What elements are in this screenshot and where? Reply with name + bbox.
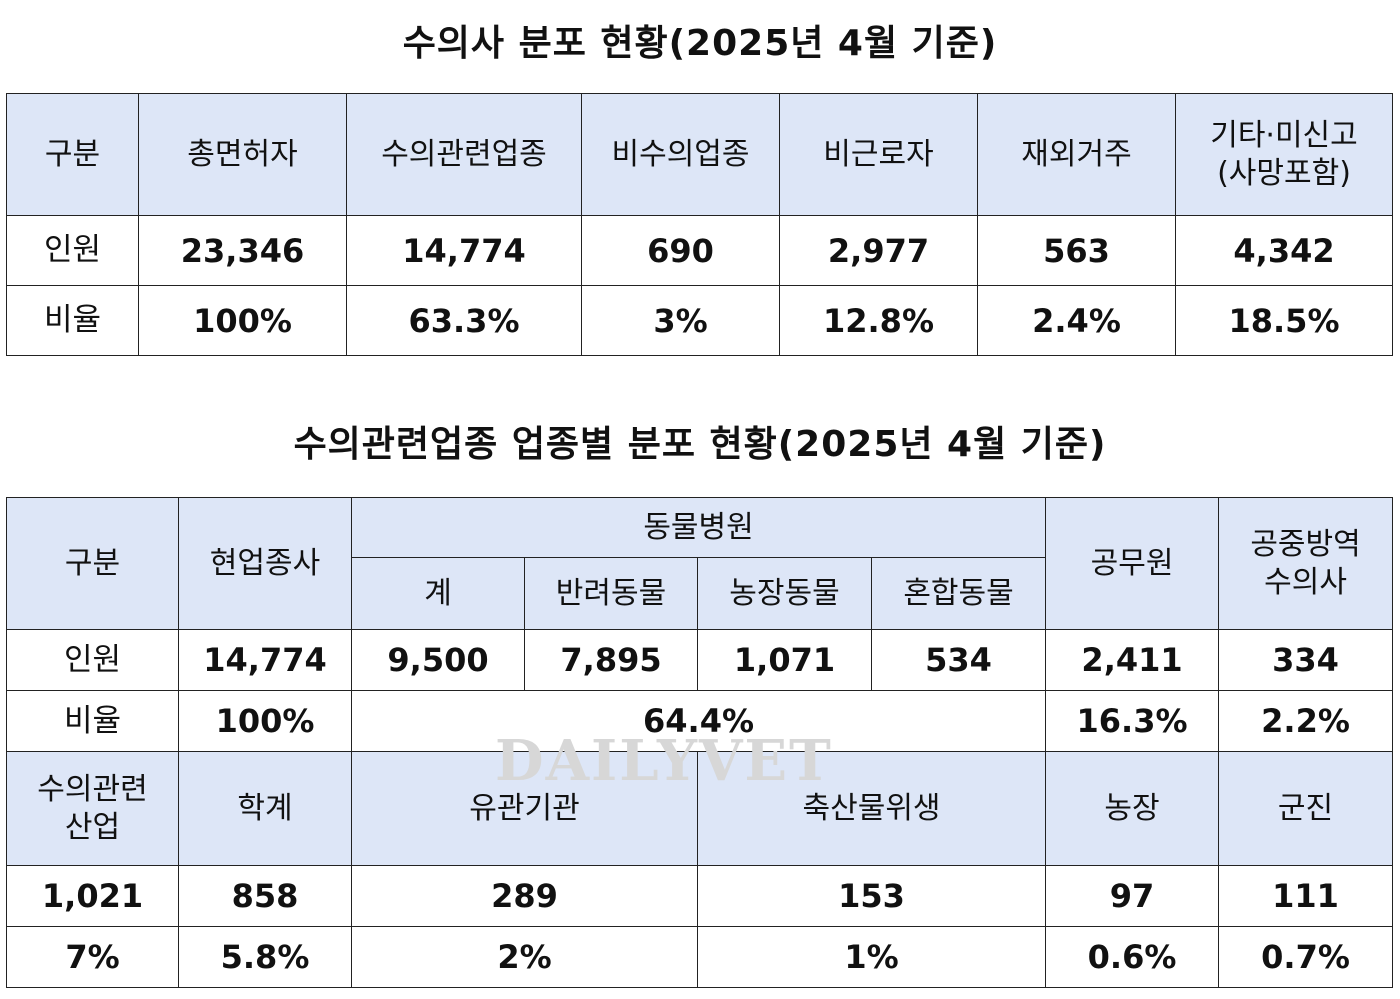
header-line: 기타·미신고 (1210, 118, 1358, 153)
table-cell: 563 (977, 215, 1176, 286)
table-row: 비율 100% 64.4% 16.3% 2.2% (6, 690, 1394, 752)
table-cell: 63.3% (346, 285, 582, 356)
table-cell: 111 (1218, 865, 1394, 927)
table-cell: 100% (138, 285, 347, 356)
header-row: 계 반려동물 농장동물 혼합동물 (7, 557, 1393, 630)
header-cell: 혼합동물 (870, 557, 1047, 630)
table-cell: 153 (696, 865, 1047, 927)
table-cell: 858 (178, 865, 352, 927)
table-cell: 534 (870, 629, 1047, 691)
table-cell: 1,071 (697, 629, 872, 691)
header-cell-industry: 수의관련 산업 (6, 751, 179, 866)
table-cell: 4,342 (1175, 215, 1393, 286)
header-row: 수의관련 산업 학계 유관기관 축산물위생 농장 군진 (6, 751, 1394, 866)
header-cell-other: 기타·미신고 (사망포함) (1175, 93, 1393, 216)
header-cell: 재외거주 (977, 93, 1176, 216)
table2-title: 수의관련업종 업종별 분포 현황(2025년 4월 기준) (293, 424, 1107, 465)
header-cell: 총면허자 (138, 93, 347, 216)
table-cell: 289 (351, 865, 698, 927)
table-cell: 18.5% (1175, 285, 1393, 356)
header-cell: 비근로자 (779, 93, 978, 216)
header-cell: 축산물위생 (696, 751, 1047, 866)
header-line: (사망포함) (1217, 155, 1351, 191)
table-row: 인원 14,774 9,500 7,895 1,071 534 2,411 33… (6, 629, 1394, 691)
table-cell: 23,346 (138, 215, 347, 286)
header-cell: 구분 (6, 497, 179, 630)
table-cell: 14,774 (178, 629, 352, 691)
header-cell: 계 (351, 557, 525, 630)
table-cell: 2% (351, 926, 698, 988)
header-cell-quarantine: 공중방역 수의사 (1218, 497, 1394, 630)
table-cell: 1% (696, 926, 1047, 988)
header-cell-hospital: 동물병원 (350, 497, 1047, 558)
vet-industry-table: 구분 현업종사 동물병원 공무원 공중방역 수의사 계 반려동물 농장동물 혼합… (6, 497, 1394, 988)
header-line: 공중방역 (1250, 527, 1361, 562)
table-cell: 2.4% (977, 285, 1176, 356)
header-line: 산업 (64, 809, 121, 845)
table-cell: 12.8% (779, 285, 978, 356)
header-cell: 군진 (1218, 751, 1394, 866)
table-cell: 2,411 (1045, 629, 1220, 691)
header-cell: 비수의업종 (581, 93, 780, 216)
table-row: 비율 100% 63.3% 3% 12.8% 2.4% 18.5% (6, 285, 1393, 356)
table-cell: 1,021 (6, 865, 179, 927)
header-line: 수의관련 (37, 772, 148, 807)
table-cell: 2,977 (779, 215, 978, 286)
header-row: 구분 총면허자 수의관련업종 비수의업종 비근로자 재외거주 기타·미신고 (사… (6, 93, 1393, 216)
header-cell: 유관기관 (351, 751, 698, 866)
table-row: 인원 23,346 14,774 690 2,977 563 4,342 (6, 215, 1393, 286)
table-cell: 690 (581, 215, 780, 286)
table-cell: 7% (6, 926, 179, 988)
table-cell: 2.2% (1218, 690, 1394, 752)
table-row: 1,021 858 289 153 97 111 (6, 865, 1394, 927)
header-cell: 구분 (6, 93, 139, 216)
row-label: 인원 (6, 629, 179, 691)
table-cell: 9,500 (351, 629, 525, 691)
header-row: 구분 현업종사 동물병원 공무원 공중방역 수의사 (6, 497, 1394, 630)
header-cell: 수의관련업종 (346, 93, 582, 216)
table-cell: 14,774 (346, 215, 582, 286)
table-cell: 64.4% (350, 690, 1047, 752)
table-cell: 7,895 (524, 629, 698, 691)
header-cell: 공무원 (1045, 497, 1220, 630)
row-label: 비율 (6, 285, 139, 356)
table-row: 7% 5.8% 2% 1% 0.6% 0.7% (6, 926, 1394, 988)
vet-distribution-table: 구분 총면허자 수의관련업종 비수의업종 비근로자 재외거주 기타·미신고 (사… (6, 93, 1393, 356)
row-label: 인원 (6, 215, 139, 286)
header-cell: 현업종사 (178, 497, 352, 630)
table-cell: 97 (1045, 865, 1220, 927)
table-cell: 100% (178, 690, 352, 752)
table-cell: 334 (1218, 629, 1394, 691)
header-cell: 학계 (178, 751, 352, 866)
header-cell: 농장 (1045, 751, 1220, 866)
header-cell: 농장동물 (697, 557, 872, 630)
table-cell: 3% (581, 285, 780, 356)
table-cell: 0.6% (1045, 926, 1220, 988)
table-cell: 5.8% (178, 926, 352, 988)
table-cell: 16.3% (1045, 690, 1220, 752)
header-line: 수의사 (1264, 564, 1347, 600)
table1-title: 수의사 분포 현황(2025년 4월 기준) (402, 23, 998, 64)
header-cell: 반려동물 (524, 557, 698, 630)
row-label: 비율 (6, 690, 179, 752)
table-cell: 0.7% (1218, 926, 1394, 988)
